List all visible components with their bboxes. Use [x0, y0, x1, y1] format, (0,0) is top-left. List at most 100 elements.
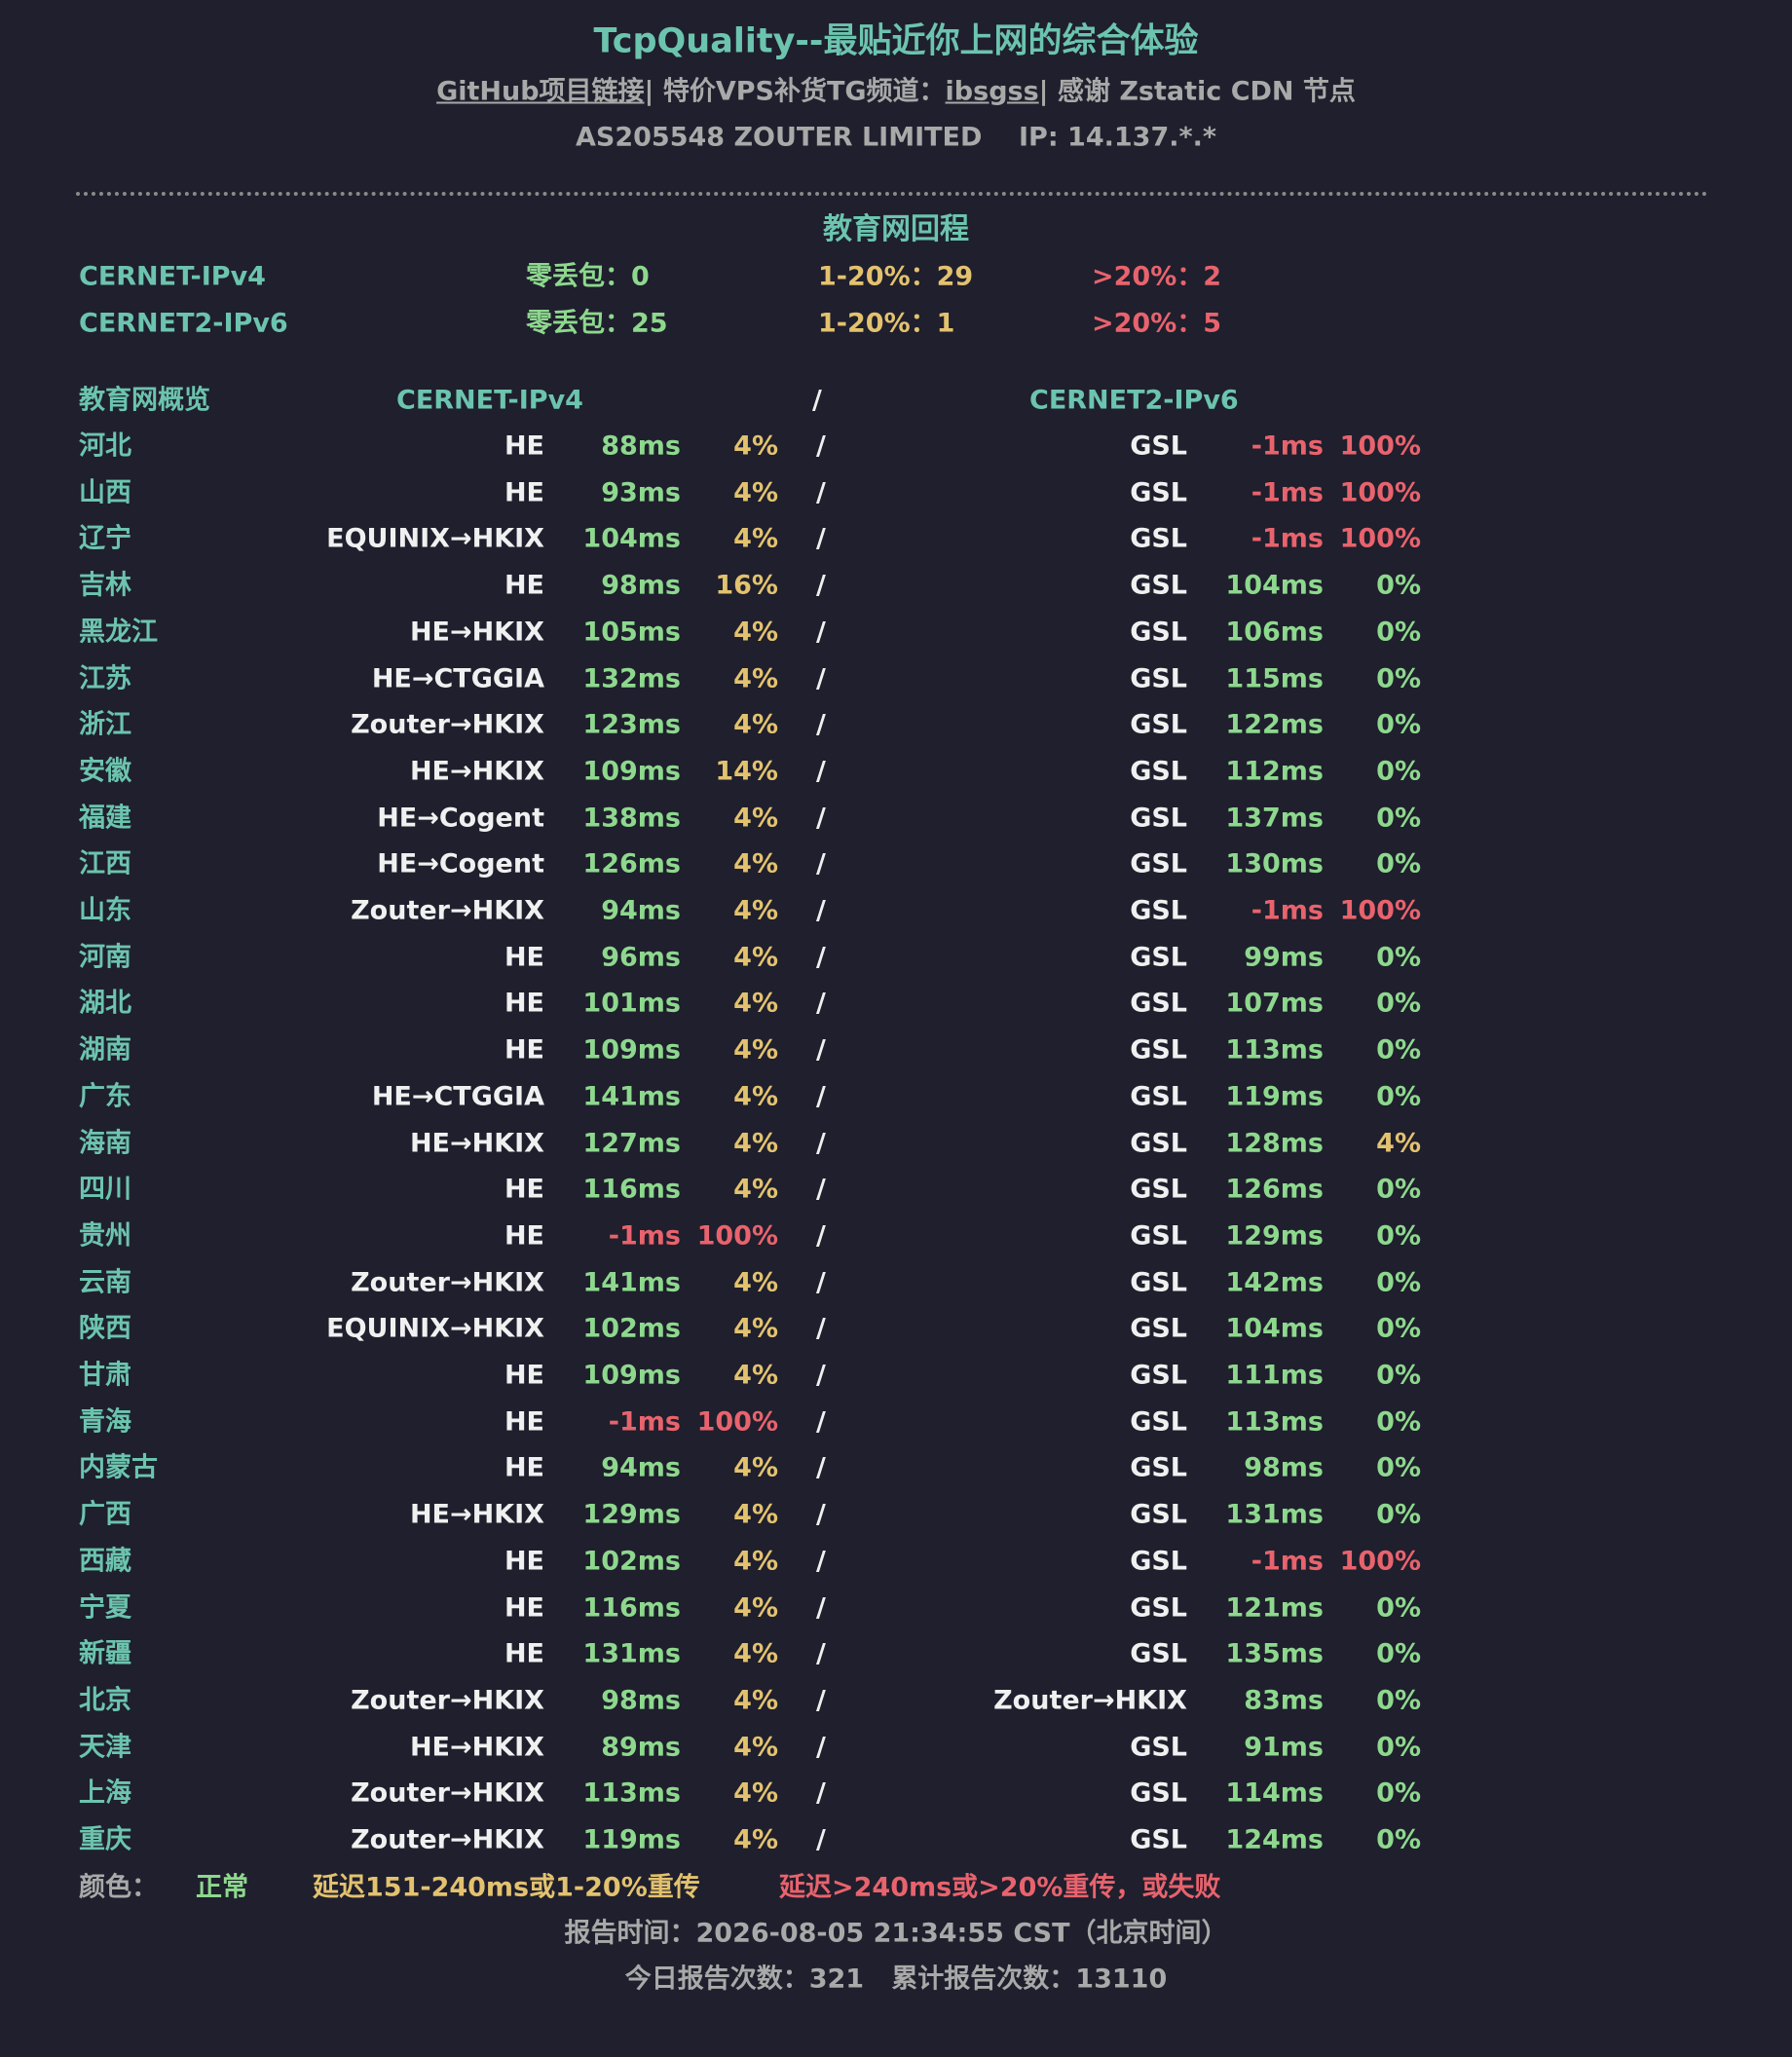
loss: 0%: [1376, 570, 1421, 601]
loss: 4%: [733, 1499, 778, 1530]
route: GSL: [1130, 1406, 1187, 1438]
latency: -1ms: [1251, 477, 1324, 508]
thanks: 感谢 Zstatic CDN 节点: [1057, 76, 1356, 107]
loss: 100%: [696, 1220, 778, 1252]
separator: /: [816, 1034, 826, 1066]
latency: 116ms: [582, 1592, 681, 1623]
route: GSL: [1130, 570, 1187, 601]
loss: 4%: [733, 1546, 778, 1577]
province: 湖北: [79, 988, 131, 1019]
route: HE: [504, 570, 544, 601]
latency: 104ms: [582, 523, 681, 554]
section-title: 教育网回程: [823, 212, 969, 246]
route: GSL: [1130, 848, 1187, 879]
asn-line: AS205548 ZOUTER LIMITED IP: 14.137.*.*: [0, 125, 1792, 151]
latency: 109ms: [582, 1360, 681, 1391]
loss: 0%: [1376, 1592, 1421, 1623]
github-link[interactable]: GitHub项目链接: [436, 76, 645, 107]
separator: /: [816, 756, 826, 787]
route: EQUINIX→HKIX: [326, 1313, 544, 1344]
loss: 0%: [1376, 1267, 1421, 1298]
summary-mid: 1-20%：29: [818, 261, 974, 292]
separator: /: [816, 617, 826, 648]
province: 湖南: [79, 1034, 131, 1066]
route: Zouter→HKIX: [351, 895, 544, 926]
route: HE→Cogent: [377, 848, 544, 879]
summary-name: CERNET-IPv4: [79, 261, 266, 292]
loss: 4%: [733, 477, 778, 508]
separator: /: [816, 1638, 826, 1669]
summary-name: CERNET2-IPv6: [79, 308, 288, 338]
latency: -1ms: [1251, 523, 1324, 554]
route: GSL: [1130, 617, 1187, 648]
route: GSL: [1130, 1452, 1187, 1483]
latency: 141ms: [582, 1081, 681, 1112]
loss: 4%: [733, 709, 778, 740]
route: HE→HKIX: [409, 617, 544, 648]
summary-high: >20%：2: [1092, 261, 1222, 292]
province: 河北: [79, 430, 131, 462]
latency: 138ms: [582, 803, 681, 834]
loss: 100%: [1339, 523, 1421, 554]
loss: 4%: [733, 1685, 778, 1716]
route: Zouter→HKIX: [351, 709, 544, 740]
loss: 0%: [1376, 1220, 1421, 1252]
latency: 94ms: [601, 895, 681, 926]
latency: 121ms: [1225, 1592, 1324, 1623]
separator: /: [816, 1452, 826, 1483]
latency: 89ms: [601, 1732, 681, 1763]
province: 广西: [79, 1499, 131, 1530]
separator: /: [816, 1592, 826, 1623]
route: HE: [504, 1034, 544, 1066]
loss: 4%: [733, 1128, 778, 1158]
legend-item: 延迟151-240ms或1-20%重传: [313, 1872, 700, 1903]
province: 吉林: [79, 570, 131, 601]
latency: 112ms: [1225, 756, 1324, 787]
latency: 106ms: [1225, 617, 1324, 648]
legend-item: 延迟>240ms或>20%重传，或失败: [779, 1872, 1221, 1903]
separator: /: [816, 803, 826, 834]
loss: 0%: [1376, 1824, 1421, 1855]
latency: 135ms: [1225, 1638, 1324, 1669]
route: HE→HKIX: [409, 756, 544, 787]
route: HE→HKIX: [409, 1732, 544, 1763]
route: EQUINIX→HKIX: [326, 523, 544, 554]
tg-link[interactable]: ibsgss: [945, 76, 1039, 107]
route: GSL: [1130, 756, 1187, 787]
separator: /: [816, 1128, 826, 1158]
route: GSL: [1130, 988, 1187, 1019]
province: 江苏: [79, 663, 131, 693]
province: 浙江: [79, 709, 131, 740]
latency: 131ms: [1225, 1499, 1324, 1530]
separator: /: [816, 848, 826, 879]
route: GSL: [1130, 1313, 1187, 1344]
legend-item: 正常: [196, 1872, 248, 1903]
loss: 0%: [1376, 1732, 1421, 1763]
latency: 107ms: [1225, 988, 1324, 1019]
route: HE: [504, 1546, 544, 1577]
loss: 100%: [1339, 1546, 1421, 1577]
route: GSL: [1130, 430, 1187, 462]
latency: 123ms: [582, 709, 681, 740]
separator: /: [816, 477, 826, 508]
legend-label: 颜色：: [79, 1872, 158, 1903]
province: 重庆: [79, 1824, 131, 1855]
loss: 4%: [733, 1777, 778, 1809]
loss: 4%: [733, 848, 778, 879]
latency: 129ms: [1225, 1220, 1324, 1252]
loss: 0%: [1376, 1081, 1421, 1112]
route: GSL: [1130, 1546, 1187, 1577]
loss: 0%: [1376, 942, 1421, 973]
province: 河南: [79, 942, 131, 973]
route: HE: [504, 1174, 544, 1205]
route: GSL: [1130, 1824, 1187, 1855]
report-count: 累计报告次数：13110: [891, 1964, 1168, 1995]
route: GSL: [1130, 803, 1187, 834]
separator: /: [816, 1732, 826, 1763]
province: 广东: [79, 1081, 131, 1112]
latency: -1ms: [1251, 1546, 1324, 1577]
latency: 104ms: [1225, 1313, 1324, 1344]
separator: /: [816, 1081, 826, 1112]
separator: /: [816, 988, 826, 1019]
